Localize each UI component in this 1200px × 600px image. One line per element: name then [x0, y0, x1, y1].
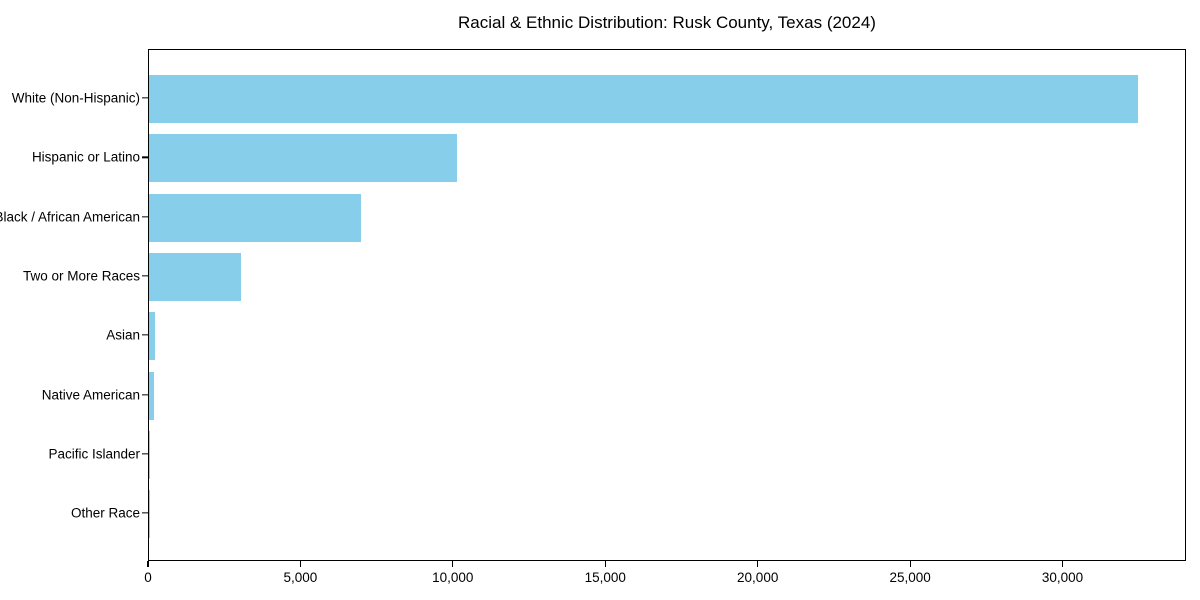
- x-tick-mark: [604, 561, 606, 567]
- chart-title: Racial & Ethnic Distribution: Rusk Count…: [458, 13, 876, 32]
- x-tick-mark: [1061, 561, 1064, 567]
- category-label: Black / African American: [0, 209, 140, 225]
- y-tick-mark: [142, 156, 148, 158]
- y-tick-mark: [142, 97, 148, 99]
- y-tick-mark: [142, 512, 148, 514]
- bar: [149, 430, 150, 479]
- category-label: Pacific Islander: [48, 446, 140, 462]
- bar: [149, 312, 156, 361]
- x-tick-label: 0: [144, 570, 152, 585]
- x-tick-label: 10,000: [432, 570, 474, 585]
- y-tick-mark: [142, 334, 148, 336]
- x-tick-mark: [452, 561, 454, 567]
- category-label: White (Non-Hispanic): [11, 90, 140, 106]
- bar: [149, 252, 242, 301]
- bar: [149, 134, 457, 183]
- y-tick-mark: [142, 275, 148, 277]
- x-tick-mark: [757, 561, 759, 567]
- x-tick-label: 15,000: [584, 570, 626, 585]
- y-tick-mark: [142, 453, 148, 455]
- x-tick-mark: [909, 561, 911, 567]
- x-tick-mark: [299, 561, 302, 567]
- x-tick-mark: [147, 561, 149, 567]
- y-tick-mark: [142, 393, 148, 396]
- category-label: Two or More Races: [22, 268, 140, 284]
- plot-area: [148, 49, 1186, 561]
- category-label: Native American: [41, 387, 140, 402]
- bar: [149, 371, 154, 420]
- bar: [149, 193, 361, 242]
- category-label: Asian: [106, 327, 140, 343]
- x-tick-label: 30,000: [1041, 570, 1084, 585]
- y-axis-labels: White (Non-Hispanic) Hispanic or Latino Bl…: [0, 0, 140, 600]
- y-tick-mark: [142, 215, 148, 218]
- bar: [149, 75, 1139, 123]
- x-tick-label: 25,000: [889, 570, 931, 585]
- x-tick-label: 20,000: [737, 570, 779, 585]
- x-tick-label: 5,000: [283, 570, 318, 585]
- category-label: Hispanic or Latino: [31, 149, 140, 165]
- category-label: Other Race: [70, 505, 140, 521]
